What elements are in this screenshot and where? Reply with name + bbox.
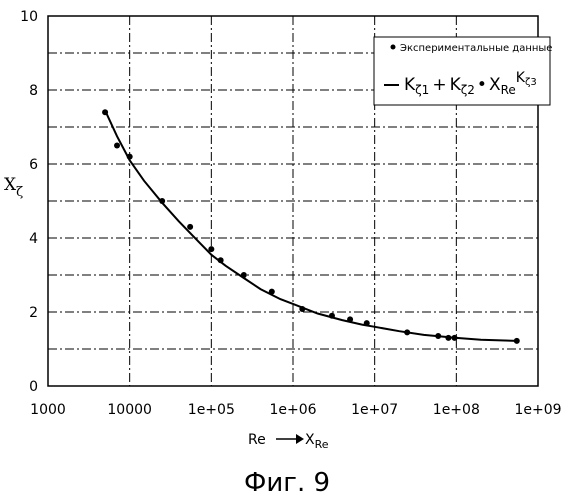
- figure-caption: Фиг. 9: [244, 468, 330, 498]
- data-point: [114, 143, 120, 149]
- data-point: [445, 335, 451, 341]
- y-tick-label: 2: [29, 305, 38, 321]
- data-point: [347, 316, 353, 322]
- legend-point-marker: [391, 45, 396, 50]
- x-tick-label: 1000: [30, 402, 66, 418]
- data-point: [299, 306, 305, 312]
- x-label-re: Re: [248, 432, 266, 448]
- y-label-base: X: [4, 175, 17, 195]
- x-tick-label: 1e+06: [269, 402, 316, 418]
- data-point: [187, 224, 193, 230]
- data-point: [241, 272, 247, 278]
- data-point: [329, 313, 335, 319]
- x-label-base: X: [305, 432, 315, 448]
- x-tick-label: 10000: [107, 402, 152, 418]
- fit-curve: [105, 110, 517, 341]
- y-tick-labels: 0 2 4 6 8 10: [20, 9, 38, 395]
- x-axis-label: Re XRe: [248, 432, 329, 451]
- legend-points-label: Экспериментальные данные: [400, 43, 552, 54]
- y-label-sub: ζ: [16, 185, 23, 200]
- data-point: [452, 335, 458, 341]
- arrow-head: [296, 434, 304, 444]
- data-point: [102, 109, 108, 115]
- y-tick-label: 4: [29, 231, 38, 247]
- data-point: [404, 329, 410, 335]
- data-point: [159, 198, 165, 204]
- y-axis-label: Xζ: [4, 175, 23, 200]
- svg-text:Xζ: Xζ: [4, 175, 23, 200]
- y-tick-label: 10: [20, 9, 38, 25]
- data-points: [102, 109, 520, 344]
- x-tick-labels: 1000 10000 1e+05 1e+06 1e+07 1e+08 1e+09: [30, 402, 561, 418]
- y-tick-label: 8: [29, 83, 38, 99]
- data-point: [514, 338, 520, 344]
- x-tick-label: 1e+09: [514, 402, 561, 418]
- svg-text:XRe: XRe: [305, 432, 329, 451]
- y-tick-label: 6: [29, 157, 38, 173]
- y-tick-label: 0: [29, 379, 38, 395]
- data-point: [269, 289, 275, 295]
- x-label-sub: Re: [315, 438, 329, 451]
- data-point: [208, 246, 214, 252]
- data-point: [435, 333, 441, 339]
- x-tick-label: 1e+05: [188, 402, 235, 418]
- data-point: [127, 154, 133, 160]
- x-tick-label: 1e+08: [433, 402, 480, 418]
- data-point: [218, 257, 224, 263]
- x-tick-label: 1e+07: [351, 402, 398, 418]
- data-point: [364, 320, 370, 326]
- legend: Экспериментальные данные Kζ1+Kζ2•XReKζ3: [374, 37, 552, 105]
